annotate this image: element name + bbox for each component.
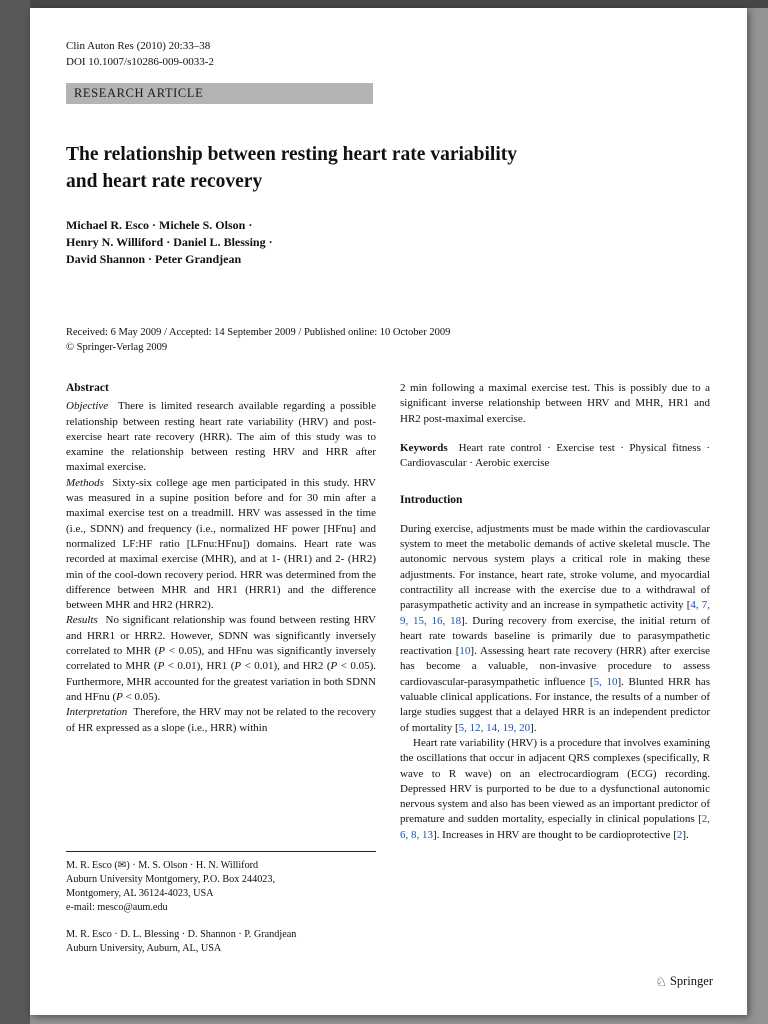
- springer-logo-text: Springer: [669, 974, 713, 988]
- author-line: Michael R. Esco · Michele S. Olson ·: [66, 218, 253, 232]
- keywords-text: Heart rate control · Exercise test · Phy…: [400, 441, 710, 470]
- research-article-banner: RESEARCH ARTICLE: [66, 83, 373, 104]
- citation-link[interactable]: 5, 12, 14, 19, 20: [458, 721, 531, 734]
- abstract-label: Results: [66, 614, 98, 627]
- abstract-label: Methods: [66, 476, 104, 489]
- abstract-label: Objective: [66, 400, 109, 413]
- viewer-left-edge: [0, 0, 30, 1024]
- abstract-label: Interpretation: [66, 706, 128, 719]
- keywords-label: Keywords: [400, 441, 448, 454]
- doi-line: DOI 10.1007/s10286-009-0033-2: [66, 56, 214, 68]
- abstract-section-methods: Methods Sixty-six college age men partic…: [66, 476, 376, 614]
- citation-link[interactable]: 2, 6, 8, 13: [400, 813, 710, 841]
- footnote-line: M. R. Esco · D. L. Blessing · D. Shannon…: [66, 929, 297, 940]
- page-content: Clin Auton Res (2010) 20:33–38 DOI 10.10…: [66, 38, 710, 1015]
- paper-title-line-1: The relationship between resting heart r…: [66, 144, 517, 165]
- springer-logo: ♘ Springer: [655, 974, 713, 989]
- two-column-body: Abstract Objective There is limited rese…: [66, 381, 710, 956]
- abstract-heading: Abstract: [66, 382, 109, 394]
- journal-header: Clin Auton Res (2010) 20:33–38 DOI 10.10…: [66, 38, 710, 70]
- footnote-line: Auburn University, Auburn, AL, USA: [66, 943, 222, 954]
- abstract-text: Therefore, the HRV may not be related to…: [66, 706, 376, 734]
- footnote-block-affiliation-1: M. R. Esco (✉) · M. S. Olson · H. N. Wil…: [66, 859, 376, 915]
- left-column: Abstract Objective There is limited rese…: [66, 381, 376, 956]
- abstract-section-results: Results No significant relationship was …: [66, 613, 376, 705]
- viewer-top-edge: [0, 0, 768, 8]
- introduction-heading: Introduction: [400, 494, 463, 507]
- abstract-section-interpretation: Interpretation Therefore, the HRV may no…: [66, 705, 376, 736]
- citation-link[interactable]: 2: [676, 828, 683, 841]
- footnote-line: M. R. Esco (✉) · M. S. Olson · H. N. Wil…: [66, 860, 259, 871]
- copyright-line: © Springer-Verlag 2009: [66, 342, 168, 353]
- citation-link[interactable]: 10: [459, 645, 471, 658]
- abstract-text: No significant relationship was found be…: [66, 614, 377, 703]
- abstract-text: There is limited research available rega…: [66, 400, 376, 474]
- right-column: 2 min following a maximal exercise test.…: [400, 381, 710, 956]
- citation-link[interactable]: 5, 10: [593, 675, 618, 688]
- springer-horse-icon: ♘: [655, 974, 667, 989]
- abstract-text: Sixty-six college age men participated i…: [66, 476, 377, 612]
- footnote-area: M. R. Esco (✉) · M. S. Olson · H. N. Wil…: [66, 851, 376, 956]
- footnote-line: Montgomery, AL 36124-4023, USA: [66, 888, 214, 899]
- footnote-block-affiliation-2: M. R. Esco · D. L. Blessing · D. Shannon…: [66, 928, 376, 956]
- footnote-line: Auburn University Montgomery, P.O. Box 2…: [66, 874, 276, 885]
- publication-history: Received: 6 May 2009 / Accepted: 14 Sept…: [66, 325, 710, 355]
- intro-paragraph-2: Heart rate variability (HRV) is a proced…: [400, 736, 710, 841]
- citation-link[interactable]: 4, 7, 9, 15, 16, 18: [400, 599, 710, 627]
- paper-title: The relationship between resting heart r…: [66, 141, 710, 195]
- received-line: Received: 6 May 2009 / Accepted: 14 Sept…: [66, 327, 451, 338]
- keywords-block: Keywords Heart rate control · Exercise t…: [400, 441, 710, 472]
- author-line: Henry N. Williford · Daniel L. Blessing …: [66, 235, 273, 249]
- author-line: David Shannon · Peter Grandjean: [66, 252, 242, 266]
- journal-line: Clin Auton Res (2010) 20:33–38: [66, 40, 211, 52]
- intro-paragraph-1: During exercise, adjustments must be mad…: [400, 522, 711, 734]
- pdf-page: Clin Auton Res (2010) 20:33–38 DOI 10.10…: [30, 8, 747, 1015]
- paper-title-line-2: and heart rate recovery: [66, 171, 263, 192]
- abstract-section-objective: Objective There is limited research avai…: [66, 399, 376, 475]
- abstract-continuation: 2 min following a maximal exercise test.…: [400, 382, 710, 425]
- footnote-line-email: e-mail: mesco@aum.edu: [66, 902, 168, 913]
- author-list: Michael R. Esco · Michele S. Olson · Hen…: [66, 217, 710, 268]
